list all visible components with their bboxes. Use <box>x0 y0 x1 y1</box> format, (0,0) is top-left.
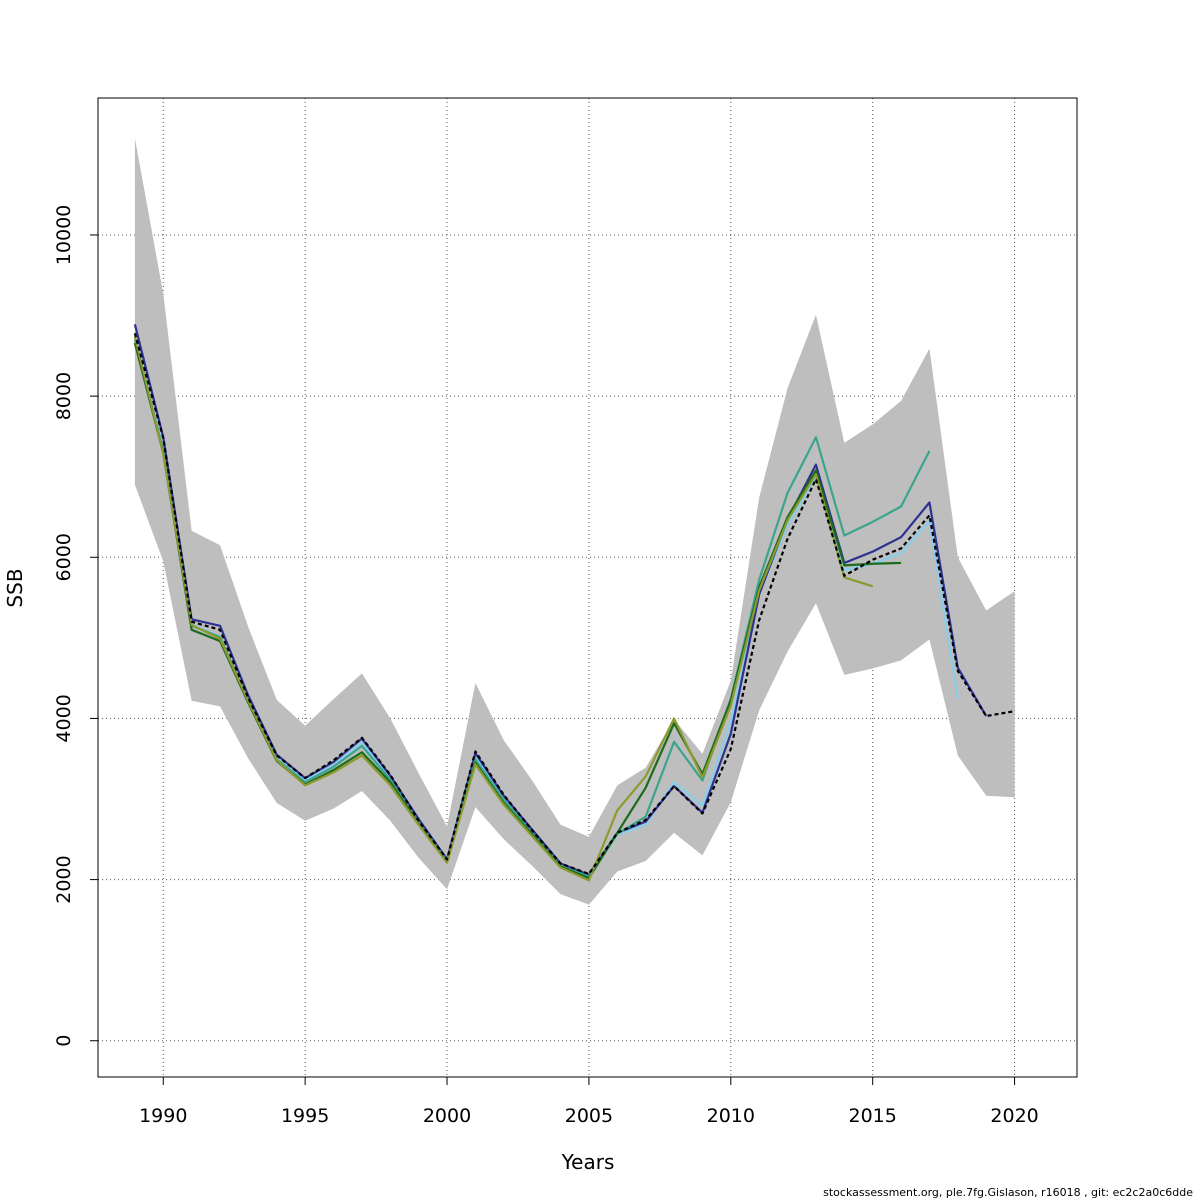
x-tick-label-1: 1995 <box>281 1105 329 1127</box>
y-axis-title: SSB <box>3 568 27 607</box>
x-tick-label-2: 2000 <box>423 1105 471 1127</box>
confidence-band-layer <box>134 138 1015 905</box>
x-tick-label-0: 1990 <box>139 1105 187 1127</box>
x-tick-label-6: 2020 <box>990 1105 1038 1127</box>
x-tick-label-5: 2015 <box>849 1105 897 1127</box>
y-tick-label-5: 10000 <box>53 205 75 265</box>
y-tick-label-3: 6000 <box>53 533 75 581</box>
x-axis: 1990 1995 2000 2005 2010 2015 2020 <box>139 1077 1039 1127</box>
y-tick-label-1: 2000 <box>53 855 75 903</box>
y-tick-label-0: 0 <box>53 1035 75 1047</box>
footer-credit: stockassessment.org, ple.7fg.Gislason, r… <box>823 1186 1193 1199</box>
x-tick-label-3: 2005 <box>565 1105 613 1127</box>
y-tick-label-2: 4000 <box>53 694 75 742</box>
series-line-5 <box>133 336 874 882</box>
series-layer <box>133 324 1015 882</box>
x-tick-label-4: 2010 <box>707 1105 755 1127</box>
confidence-band <box>134 138 1015 905</box>
plot-frame <box>97 97 1078 1078</box>
y-axis: 0 2000 4000 6000 8000 10000 <box>53 205 98 1047</box>
x-axis-title: Years <box>561 1150 615 1174</box>
series-line-0 <box>133 332 1015 876</box>
y-tick-label-4: 8000 <box>53 372 75 420</box>
